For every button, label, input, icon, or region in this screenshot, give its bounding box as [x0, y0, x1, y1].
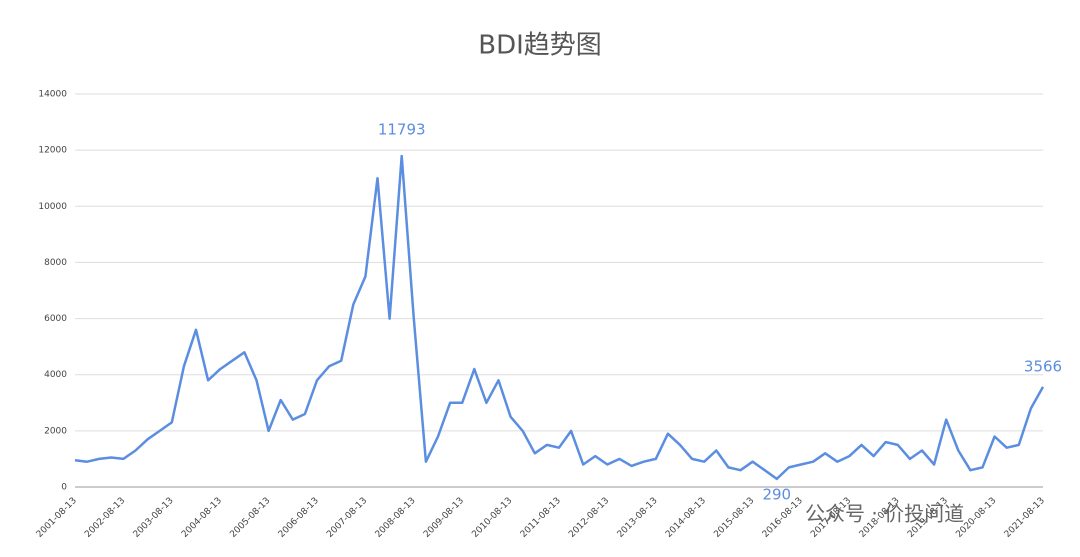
data-line — [74, 154, 1045, 481]
x-tick-label: 2002-08-13 — [83, 496, 127, 540]
y-tick-label: 2000 — [44, 426, 67, 436]
x-tick-label: 2005-08-13 — [228, 496, 272, 540]
data-label: 11793 — [378, 120, 426, 138]
x-tick-label: 2015-08-13 — [712, 496, 756, 540]
y-tick-label: 10000 — [38, 202, 67, 212]
x-tick-label: 2010-08-13 — [470, 496, 514, 540]
data-label: 3566 — [1024, 357, 1062, 375]
x-tick-label: 2004-08-13 — [180, 496, 224, 540]
x-tick-label: 2021-08-13 — [1003, 496, 1047, 540]
x-tick-label: 2009-08-13 — [422, 496, 466, 540]
x-tick-label: 2008-08-13 — [374, 496, 418, 540]
x-tick-label: 2001-08-13 — [35, 496, 79, 540]
x-tick-label: 2007-08-13 — [325, 496, 369, 540]
x-tick-label: 2006-08-13 — [277, 496, 321, 540]
x-tick-label: 2003-08-13 — [132, 496, 176, 540]
x-tick-label: 2013-08-13 — [616, 496, 660, 540]
x-tick-label: 2011-08-13 — [519, 496, 563, 540]
y-tick-label: 12000 — [38, 146, 67, 156]
y-tick-label: 6000 — [44, 314, 67, 324]
y-tick-label: 8000 — [44, 258, 67, 268]
chart-title: BDI趋势图 — [478, 31, 602, 61]
x-tick-label: 2012-08-13 — [567, 496, 611, 540]
data-label: 290 — [762, 485, 791, 503]
x-tick-label: 2014-08-13 — [664, 496, 708, 540]
y-tick-label: 4000 — [44, 370, 67, 380]
y-tick-label: 0 — [61, 483, 67, 493]
y-tick-label: 14000 — [38, 90, 67, 100]
watermark: 公众号 · 价投问道 — [805, 502, 964, 526]
